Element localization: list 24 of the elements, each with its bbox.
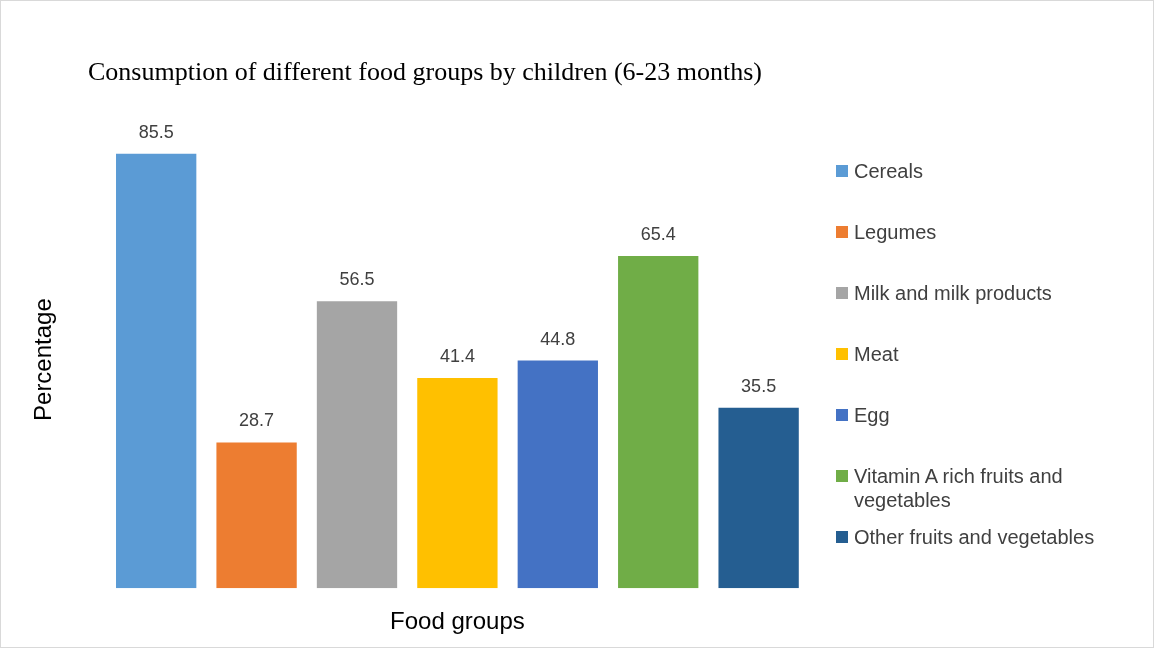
- y-axis-title: Percentage: [29, 298, 57, 421]
- bar: [417, 377, 498, 589]
- bar: [718, 407, 799, 589]
- bar: [316, 301, 398, 589]
- bar: [216, 442, 297, 589]
- legend-label: Vitamin A rich fruits and vegetables: [854, 464, 1064, 512]
- x-axis-title: Food groups: [390, 607, 525, 635]
- data-label: 65.4: [640, 223, 676, 244]
- bar: [517, 360, 598, 589]
- legend-label: Cereals: [854, 159, 923, 183]
- data-label: 35.5: [741, 375, 777, 396]
- bar: [618, 255, 699, 589]
- bar: [116, 153, 197, 589]
- legend-label: Meat: [854, 342, 899, 366]
- data-label: 85.5: [138, 121, 174, 142]
- data-label: 28.7: [239, 410, 275, 431]
- data-label: 44.8: [540, 328, 576, 349]
- legend-label: Milk and milk products: [854, 281, 1052, 305]
- data-label: 41.4: [439, 345, 475, 366]
- legend-label: Legumes: [854, 220, 937, 244]
- chart-title: Consumption of different food groups by children (6-23 months): [88, 57, 762, 87]
- legend-label: Egg: [854, 403, 890, 427]
- data-label: 56.5: [339, 269, 375, 290]
- legend-label: Other fruits and vegetables: [854, 525, 1095, 549]
